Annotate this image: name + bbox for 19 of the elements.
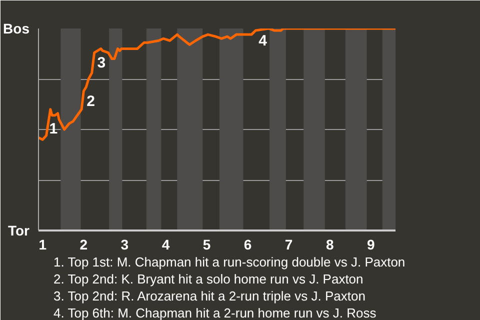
text: 3. Top 2nd: R. Arozarena hit a 2-run triple vs J. Paxton [54,288,366,304]
x-tick-label: 1 [38,236,47,252]
annotation: 2 [86,93,95,110]
x-tick-label: 6 [244,236,252,252]
x-tick-label: 2 [80,236,88,252]
text: 2. Top 2nd: K. Bryant hit a solo home run vs J. Paxton [54,272,364,286]
x-tick-label: 7 [284,236,293,252]
x-tick-label: 3 [120,236,129,252]
text: 1. Top 1st: M. Chapman hit a run-scoring double vs J. Paxton [54,254,406,270]
annotation: 4 [258,32,268,50]
x-tick-label: 9 [366,236,375,252]
text: Bos [3,20,30,36]
x-tick-label: 8 [326,236,334,252]
annotation: 1 [49,120,58,138]
x-tick-label: 5 [202,236,211,252]
annotation: 3 [97,54,106,72]
x-tick-label: 4 [162,236,170,252]
text: 4. Top 6th: M. Chapman hit a 2-run home run vs J. Ross [54,306,377,320]
text: Tor [8,222,30,238]
